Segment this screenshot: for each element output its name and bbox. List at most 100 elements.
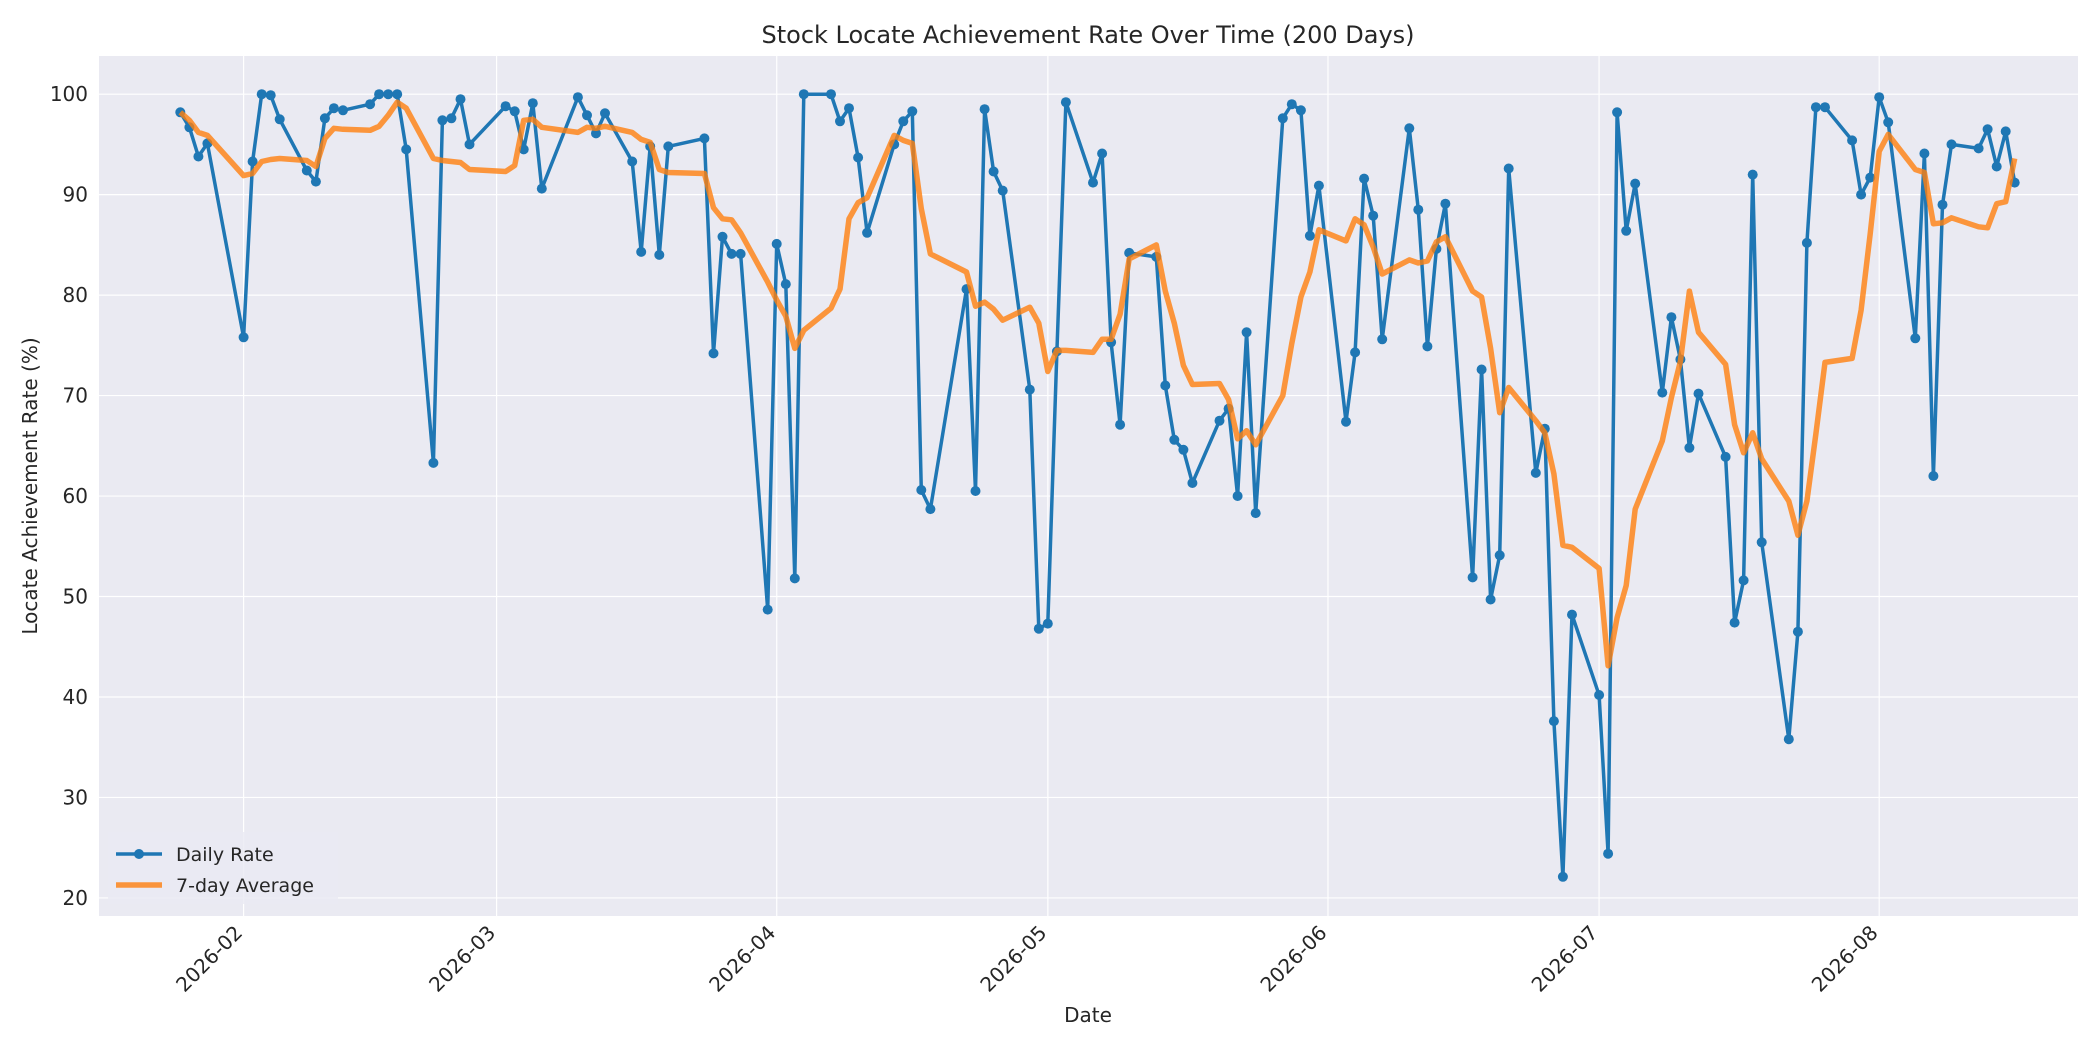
- daily-rate-point: [1820, 102, 1830, 113]
- x-axis-label: Date: [1064, 1003, 1112, 1027]
- daily-rate-point: [1187, 478, 1198, 488]
- daily-rate-point: [591, 128, 601, 139]
- daily-rate-point: [1286, 99, 1297, 110]
- daily-rate-point: [527, 98, 538, 109]
- legend-avg-label: 7-day Average: [176, 875, 314, 897]
- daily-rate-point: [256, 89, 267, 100]
- daily-rate-point: [500, 101, 511, 112]
- daily-rate-point: [1747, 169, 1758, 180]
- y-tick-label: 100: [50, 82, 88, 106]
- daily-rate-point: [1991, 161, 2002, 172]
- x-tick-label: 2026-04: [704, 921, 780, 997]
- daily-rate-point: [798, 89, 809, 100]
- daily-rate-point: [1042, 618, 1053, 629]
- daily-rate-point: [1485, 594, 1496, 605]
- daily-rate-point: [1341, 416, 1351, 427]
- x-tick-label: 2026-03: [424, 921, 500, 997]
- daily-rate-point: [997, 185, 1008, 196]
- daily-rate-point: [717, 231, 728, 242]
- daily-rate-point: [1729, 617, 1740, 628]
- daily-rate-point: [835, 116, 845, 127]
- daily-rate-point: [1277, 113, 1288, 124]
- daily-rate-point: [1097, 148, 1108, 159]
- daily-rate-point: [401, 144, 412, 155]
- daily-rate-point: [925, 504, 936, 515]
- daily-rate-point: [1241, 327, 1252, 338]
- daily-rate-point: [1567, 609, 1577, 620]
- daily-rate-point: [1557, 871, 1568, 882]
- legend: Daily Rate 7-day Average: [108, 832, 338, 904]
- daily-rate-point: [338, 105, 348, 116]
- daily-rate-point: [1359, 173, 1370, 184]
- daily-rate-point: [238, 332, 249, 343]
- daily-rate-point: [1115, 419, 1126, 430]
- daily-rate-point: [572, 92, 583, 103]
- daily-rate-point: [979, 104, 990, 115]
- plot-background: [99, 56, 2078, 916]
- daily-rate-point: [708, 348, 719, 359]
- y-tick-label: 40: [63, 685, 88, 709]
- daily-rate-point: [365, 99, 376, 110]
- daily-rate-point: [1295, 105, 1306, 116]
- daily-rate-point: [392, 89, 403, 100]
- grid: [99, 56, 2078, 916]
- daily-rate-point: [654, 249, 665, 260]
- daily-rate-point: [853, 152, 864, 163]
- daily-rate-point: [1801, 237, 1812, 248]
- daily-rate-point: [663, 141, 674, 152]
- legend-box: [108, 832, 338, 904]
- daily-rate-point: [1612, 107, 1623, 118]
- legend-daily-label: Daily Rate: [176, 844, 274, 866]
- daily-rate-point: [446, 113, 457, 124]
- daily-rate-point: [1630, 178, 1641, 189]
- daily-rate-point: [780, 279, 791, 290]
- x-tick-label: 2026-02: [171, 921, 247, 997]
- daily-rate-point: [2000, 126, 2011, 137]
- daily-rate-point: [1530, 467, 1541, 478]
- daily-rate-point: [274, 114, 285, 125]
- daily-rate-point: [1874, 92, 1885, 103]
- series-layer: [175, 89, 2020, 882]
- daily-rate-point: [310, 176, 321, 187]
- daily-rate-point: [1178, 444, 1189, 455]
- daily-rate-point: [1603, 848, 1614, 859]
- daily-rate-point: [1720, 451, 1731, 462]
- daily-rate-point: [1548, 716, 1559, 727]
- daily-rate-point: [726, 248, 737, 259]
- daily-rate-point: [437, 115, 448, 126]
- daily-rate-point: [600, 108, 610, 119]
- daily-rate-point: [1919, 148, 1930, 159]
- daily-rate-point: [1503, 163, 1514, 174]
- daily-rate-point: [1404, 123, 1415, 134]
- y-axis-label: Locate Achievement Rate (%): [18, 337, 42, 634]
- daily-rate-point: [1304, 230, 1315, 241]
- x-tick-label: 2026-07: [1527, 921, 1603, 997]
- daily-rate-point: [762, 604, 773, 615]
- daily-rate-point: [428, 457, 439, 468]
- daily-rate-point: [1160, 380, 1171, 391]
- daily-rate-point: [1657, 387, 1668, 398]
- daily-rate-point: [1684, 442, 1695, 453]
- daily-rate-point: [1494, 550, 1505, 561]
- daily-rate-point: [789, 573, 800, 584]
- daily-rate-point: [1810, 102, 1821, 113]
- daily-rate-point: [1232, 491, 1243, 501]
- daily-rate-point: [1214, 415, 1225, 426]
- daily-rate-point: [1024, 384, 1035, 395]
- daily-rate-point: [1693, 388, 1704, 399]
- seven-day-average-line: [178, 99, 2018, 669]
- daily-rate-point: [247, 156, 258, 167]
- daily-rate-point: [328, 103, 339, 114]
- daily-rate-point: [1033, 623, 1044, 634]
- daily-rate-point: [383, 89, 394, 100]
- daily-rate-point: [1476, 364, 1487, 375]
- daily-rate-point: [374, 89, 385, 100]
- daily-rate-point: [988, 166, 999, 177]
- y-tick-label: 80: [63, 283, 88, 307]
- daily-rate-point: [771, 238, 782, 249]
- daily-rate-point: [582, 110, 592, 121]
- daily-rate-point: [1847, 135, 1858, 146]
- daily-rate-point: [536, 183, 547, 194]
- legend-daily-marker: [134, 849, 144, 859]
